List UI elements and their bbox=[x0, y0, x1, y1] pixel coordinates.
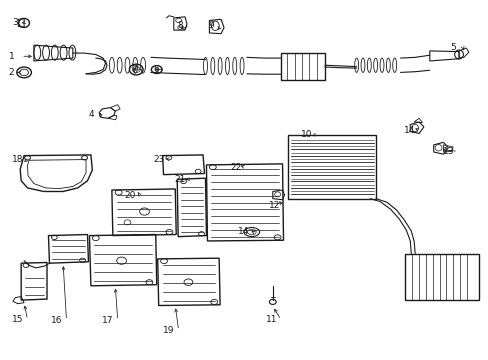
Text: 14: 14 bbox=[403, 126, 414, 135]
Text: 18: 18 bbox=[12, 155, 23, 164]
Text: 2: 2 bbox=[9, 68, 14, 77]
Text: 7: 7 bbox=[131, 65, 137, 74]
Text: 14: 14 bbox=[237, 228, 249, 237]
Text: 1: 1 bbox=[8, 52, 14, 61]
Text: 15: 15 bbox=[12, 315, 23, 324]
Text: 22: 22 bbox=[230, 163, 241, 172]
Text: 8: 8 bbox=[177, 21, 183, 30]
Text: 19: 19 bbox=[163, 326, 174, 335]
Text: 5: 5 bbox=[449, 43, 455, 52]
Text: 13: 13 bbox=[442, 147, 453, 156]
Text: 23: 23 bbox=[153, 155, 164, 164]
Text: 11: 11 bbox=[265, 315, 277, 324]
Text: 3: 3 bbox=[12, 18, 18, 27]
Text: 12: 12 bbox=[268, 201, 280, 210]
Text: 9: 9 bbox=[208, 21, 214, 30]
Text: 21: 21 bbox=[174, 175, 185, 184]
Text: 6: 6 bbox=[153, 65, 158, 74]
Text: 20: 20 bbox=[124, 190, 135, 199]
Text: 4: 4 bbox=[88, 110, 94, 119]
Text: 17: 17 bbox=[102, 316, 114, 325]
Text: 16: 16 bbox=[51, 316, 62, 325]
Text: 10: 10 bbox=[301, 130, 312, 139]
